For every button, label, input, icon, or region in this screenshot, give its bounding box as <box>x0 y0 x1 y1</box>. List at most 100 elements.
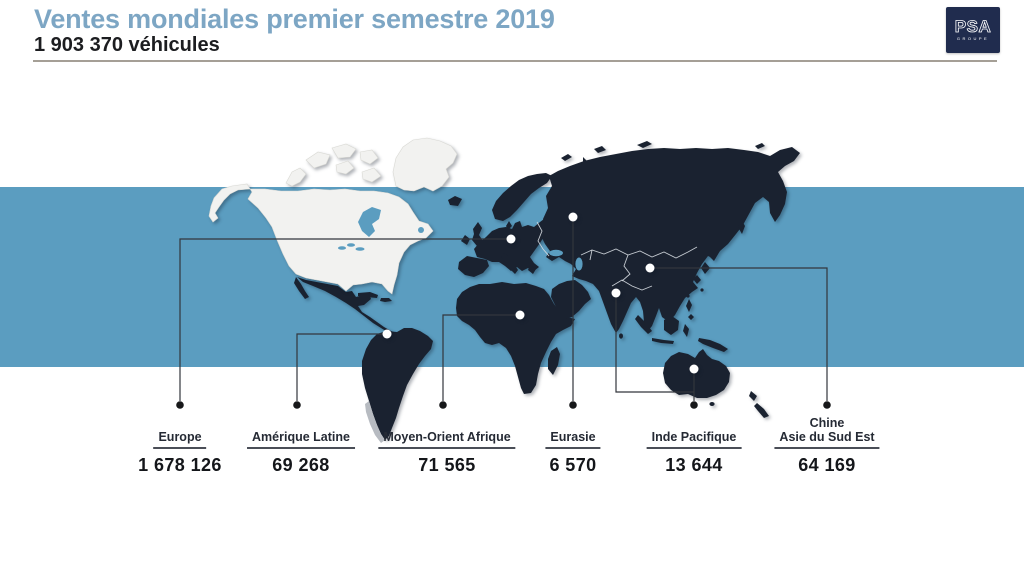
baja-california <box>294 277 309 299</box>
hudson-bay <box>358 207 381 237</box>
country-borders <box>536 221 698 291</box>
psa-logo-subtext: GROUPE <box>957 36 989 41</box>
region-label: Chine Asie du Sud Est <box>774 415 880 449</box>
endpoint-chine <box>823 401 831 409</box>
greenland <box>392 137 458 192</box>
region-label-main: Asie du Sud Est <box>774 430 880 449</box>
endpoint-dots <box>176 401 831 409</box>
leader-inde-pacifique <box>615 293 695 401</box>
region-label: Eurasie <box>545 415 601 449</box>
continent-africa <box>456 282 575 394</box>
philippines <box>686 299 694 320</box>
header-divider <box>33 60 997 62</box>
region-value: 13 644 <box>665 455 723 475</box>
map-markers <box>382 212 699 374</box>
region-value: 64 169 <box>798 455 856 475</box>
border-caspian-north <box>589 249 593 261</box>
leader-moyen-orient-afrique <box>442 314 520 401</box>
total-vehicles: 1 903 370 véhicules <box>34 34 220 56</box>
psa-groupe-logo: PSA GROUPE <box>946 7 1000 53</box>
continents-dark <box>294 141 800 440</box>
region-amerique-latine: Amérique Latine 69 268 <box>247 415 355 476</box>
cuba <box>358 292 378 298</box>
iceland <box>448 196 462 206</box>
gulf-st-lawrence <box>418 227 424 233</box>
java <box>652 338 674 344</box>
denmark <box>506 221 512 230</box>
arctic-islands-canada <box>285 143 382 187</box>
taiwan <box>700 288 704 292</box>
greece <box>528 265 536 274</box>
scandinavia <box>492 173 552 221</box>
region-label-main: Europe <box>153 430 207 449</box>
sulawesi <box>683 324 689 337</box>
japan <box>693 249 718 284</box>
continent-europe <box>474 219 549 271</box>
arabia <box>551 280 591 319</box>
sri-lanka <box>619 333 623 339</box>
leader-chine <box>650 267 828 401</box>
great-lakes <box>338 246 346 250</box>
marker-amerique-latine <box>382 329 392 339</box>
caspian-sea <box>575 257 583 271</box>
region-label-main: Inde Pacifique <box>646 430 742 449</box>
psa-logo-text: PSA <box>955 17 991 36</box>
great-lakes-2 <box>347 243 355 247</box>
new-zealand <box>749 391 769 418</box>
marker-afrique <box>515 310 525 320</box>
marker-europe <box>506 234 516 244</box>
region-label-main: Eurasie <box>545 430 601 449</box>
hainan <box>686 294 690 298</box>
new-guinea <box>698 338 728 352</box>
borneo <box>664 316 679 335</box>
italy <box>501 253 518 274</box>
endpoint-europe <box>176 401 184 409</box>
great-britain <box>472 222 483 246</box>
continent-central-america <box>297 277 397 335</box>
border-kazakh-mongolia <box>580 246 698 259</box>
chile-gray <box>365 401 385 443</box>
border-india-china <box>611 279 653 291</box>
leader-amerique-latine <box>296 333 387 401</box>
region-value: 1 678 126 <box>138 455 222 475</box>
region-inde-pacifique: Inde Pacifique 13 644 <box>646 415 742 476</box>
region-label: Europe <box>138 415 222 449</box>
border-russia-west <box>536 221 550 257</box>
region-eurasie: Eurasie 6 570 <box>545 415 601 476</box>
endpoint-inde-pacifique <box>690 401 698 409</box>
region-label-top: Chine <box>809 416 845 430</box>
region-label-main: Moyen-Orient Afrique <box>378 430 516 449</box>
region-label: Inde Pacifique <box>646 415 742 449</box>
endpoint-moyen-orient-afrique <box>439 401 447 409</box>
great-lakes-3 <box>355 247 365 251</box>
endpoint-amerique-latine <box>293 401 301 409</box>
region-chine-asie-sud-est: Chine Asie du Sud Est 64 169 <box>774 415 880 476</box>
region-europe: Europe 1 678 126 <box>138 415 222 476</box>
leader-europe <box>179 238 511 401</box>
marker-eurasie <box>568 212 578 222</box>
region-label-main: Amérique Latine <box>247 430 355 449</box>
region-value: 71 565 <box>418 455 476 475</box>
leader-lines <box>179 217 828 401</box>
continent-south-america <box>362 328 433 440</box>
marker-australie <box>689 364 699 374</box>
region-moyen-orient-afrique: Moyen-Orient Afrique 71 565 <box>378 415 516 476</box>
madagascar <box>548 347 560 375</box>
region-value: 6 570 <box>549 455 597 475</box>
region-label: Moyen-Orient Afrique <box>378 415 516 449</box>
sumatra <box>635 315 652 334</box>
continent-australia <box>663 349 730 398</box>
tasmania <box>709 402 715 406</box>
region-value: 69 268 <box>272 455 330 475</box>
border-china-central-asia <box>621 254 631 282</box>
sakhalin <box>738 219 745 234</box>
continent-asia <box>541 147 800 333</box>
region-label: Amérique Latine <box>247 415 355 449</box>
ireland <box>461 235 470 245</box>
marker-chine <box>645 263 655 273</box>
hispaniola <box>380 298 392 302</box>
marker-inde <box>611 288 621 298</box>
black-sea <box>549 249 563 257</box>
